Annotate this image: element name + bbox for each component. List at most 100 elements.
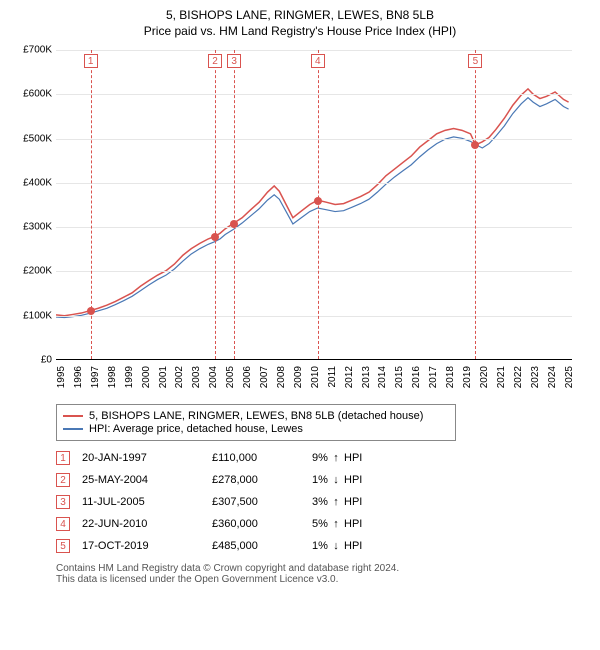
tx-delta: 5% ↑ HPI <box>312 518 422 530</box>
transaction-marker-line <box>475 50 476 359</box>
legend-label-hpi: HPI: Average price, detached house, Lewe… <box>89 423 303 435</box>
x-tick-label: 2020 <box>479 366 490 388</box>
gridline <box>56 139 572 140</box>
footer-line-1: Contains HM Land Registry data © Crown c… <box>56 563 590 574</box>
x-axis: 1995199619971998199920002001200220032004… <box>56 362 572 402</box>
transaction-marker-label: 3 <box>227 54 241 68</box>
y-tick-label: £300K <box>23 222 52 233</box>
transaction-table: 1 20-JAN-1997£110,0009% ↑ HPI 225-MAY-2004… <box>56 447 590 557</box>
chart-title: 5, BISHOPS LANE, RINGMER, LEWES, BN8 5LB… <box>10 8 590 38</box>
tx-price: £110,000 <box>212 452 312 464</box>
x-tick-label: 2025 <box>564 366 575 388</box>
y-tick-label: £600K <box>23 89 52 100</box>
legend-item-subject: 5, BISHOPS LANE, RINGMER, LEWES, BN8 5LB… <box>63 410 449 422</box>
transaction-row: 4 22-JUN-2010£360,0005% ↑ HPI <box>56 513 590 535</box>
plot-area: 12345 <box>56 50 572 360</box>
x-tick-label: 2001 <box>158 366 169 388</box>
gridline <box>56 50 572 51</box>
arrow-up-icon: ↑ <box>331 496 341 508</box>
gridline <box>56 183 572 184</box>
footer: Contains HM Land Registry data © Crown c… <box>56 563 590 585</box>
x-tick-label: 1999 <box>124 366 135 388</box>
tx-delta: 1% ↓ HPI <box>312 540 422 552</box>
x-tick-label: 2023 <box>530 366 541 388</box>
transaction-row: 5 17-OCT-2019£485,0001% ↓ HPI <box>56 535 590 557</box>
x-tick-label: 2014 <box>377 366 388 388</box>
transaction-marker-dot <box>211 233 219 241</box>
x-tick-label: 1997 <box>90 366 101 388</box>
gridline <box>56 94 572 95</box>
x-tick-label: 2000 <box>141 366 152 388</box>
tx-date: 17-OCT-2019 <box>82 540 212 552</box>
tx-delta: 3% ↑ HPI <box>312 496 422 508</box>
transaction-marker-label: 2 <box>208 54 222 68</box>
x-tick-label: 2015 <box>394 366 405 388</box>
gridline <box>56 316 572 317</box>
x-tick-label: 2008 <box>276 366 287 388</box>
transaction-row: 225-MAY-2004£278,0001% ↓ HPI <box>56 469 590 491</box>
series-line-hpi <box>56 98 569 318</box>
y-tick-label: £0 <box>41 355 52 366</box>
tx-price: £307,500 <box>212 496 312 508</box>
tx-number: 1 <box>56 451 70 465</box>
line-plot-svg <box>56 50 572 359</box>
y-tick-label: £700K <box>23 45 52 56</box>
tx-date: 11-JUL-2005 <box>82 496 212 508</box>
y-tick-label: £500K <box>23 133 52 144</box>
x-tick-label: 2019 <box>462 366 473 388</box>
x-tick-label: 2005 <box>225 366 236 388</box>
x-tick-label: 2012 <box>344 366 355 388</box>
transaction-row: 1 20-JAN-1997£110,0009% ↑ HPI <box>56 447 590 469</box>
legend-label-subject: 5, BISHOPS LANE, RINGMER, LEWES, BN8 5LB… <box>89 410 423 422</box>
series-line-subject <box>56 89 569 316</box>
transaction-marker-label: 1 <box>84 54 98 68</box>
x-tick-label: 2010 <box>310 366 321 388</box>
arrow-up-icon: ↑ <box>331 452 341 464</box>
tx-date: 20-JAN-1997 <box>82 452 212 464</box>
title-line-2: Price paid vs. HM Land Registry's House … <box>10 24 590 38</box>
x-tick-label: 1996 <box>73 366 84 388</box>
transaction-marker-label: 5 <box>468 54 482 68</box>
transaction-marker-line <box>234 50 235 359</box>
gridline <box>56 227 572 228</box>
transaction-marker-line <box>215 50 216 359</box>
footer-line-2: This data is licensed under the Open Gov… <box>56 574 590 585</box>
x-tick-label: 1998 <box>107 366 118 388</box>
transaction-marker-dot <box>230 220 238 228</box>
tx-number: 3 <box>56 495 70 509</box>
x-tick-label: 2016 <box>411 366 422 388</box>
x-tick-label: 2024 <box>547 366 558 388</box>
tx-date: 22-JUN-2010 <box>82 518 212 530</box>
tx-price: £360,000 <box>212 518 312 530</box>
title-line-1: 5, BISHOPS LANE, RINGMER, LEWES, BN8 5LB <box>10 8 590 22</box>
x-tick-label: 2017 <box>428 366 439 388</box>
gridline <box>56 271 572 272</box>
transaction-row: 3 11-JUL-2005£307,5003% ↑ HPI <box>56 491 590 513</box>
y-tick-label: £100K <box>23 310 52 321</box>
tx-delta: 9% ↑ HPI <box>312 452 422 464</box>
legend-swatch-hpi <box>63 428 83 430</box>
tx-number: 2 <box>56 473 70 487</box>
arrow-down-icon: ↓ <box>331 474 341 486</box>
x-tick-label: 2013 <box>361 366 372 388</box>
x-tick-label: 2011 <box>327 366 338 388</box>
chart-area: £0£100K£200K£300K£400K£500K£600K£700K 12… <box>10 42 580 402</box>
x-tick-label: 2018 <box>445 366 456 388</box>
tx-number: 4 <box>56 517 70 531</box>
x-tick-label: 2009 <box>293 366 304 388</box>
y-tick-label: £200K <box>23 266 52 277</box>
x-tick-label: 1995 <box>56 366 67 388</box>
y-axis: £0£100K£200K£300K£400K£500K£600K£700K <box>10 50 54 360</box>
tx-price: £485,000 <box>212 540 312 552</box>
tx-number: 5 <box>56 539 70 553</box>
tx-delta: 1% ↓ HPI <box>312 474 422 486</box>
x-tick-label: 2006 <box>242 366 253 388</box>
transaction-marker-label: 4 <box>311 54 325 68</box>
x-tick-label: 2021 <box>496 366 507 388</box>
arrow-down-icon: ↓ <box>331 540 341 552</box>
legend-item-hpi: HPI: Average price, detached house, Lewe… <box>63 423 449 435</box>
x-tick-label: 2004 <box>208 366 219 388</box>
tx-price: £278,000 <box>212 474 312 486</box>
x-tick-label: 2002 <box>174 366 185 388</box>
legend-swatch-subject <box>63 415 83 417</box>
